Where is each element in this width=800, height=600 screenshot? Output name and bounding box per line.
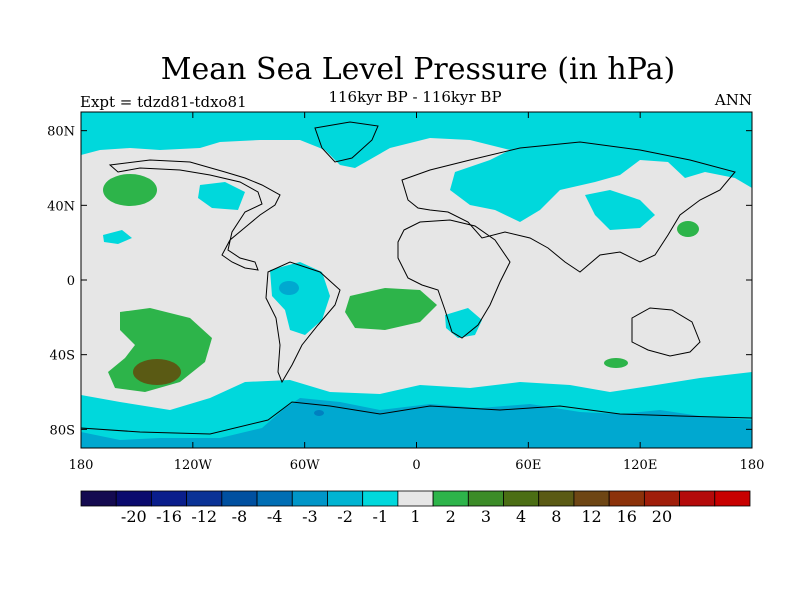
colorbar-label: 16 [617,507,637,526]
coastlines [81,121,752,435]
north-pacific-high-region [103,174,157,206]
season-label: ANN [714,91,752,109]
colorbar-label: -16 [156,507,182,526]
colorbar-swatch [503,490,540,507]
antarctic-low-region [81,398,752,448]
colorbar-label: -2 [337,507,353,526]
colorbar-swatch [573,490,610,507]
lon-tick-label: 0 [412,458,420,473]
colorbar-swatch [714,490,751,507]
lon-tick-label: 60W [290,458,321,473]
south-america-coast [265,261,341,384]
colorbar-label: 12 [581,507,601,526]
lon-tick-label: 120E [623,458,657,473]
lat-tick-label: 40S [50,349,75,364]
pacific-low-patch [103,230,132,244]
experiment-label: Expt = tdzd81-tdxo81 [80,93,247,111]
colorbar-label: -1 [372,507,388,526]
colorbar: -20 -16 -12 -8 -4 -3 -2 -1 1 2 3 4 8 12 16 20 [80,490,751,526]
lon-tick-label: 180 [69,458,94,473]
map-subtitle: 116kyr BP - 116kyr BP [328,88,502,106]
atlantic-low-patch [198,182,245,210]
colorbar-label: 1 [410,507,420,526]
colorbar-label: -12 [191,507,217,526]
colorbar-swatch [397,490,434,507]
colorbar-swatch [679,490,716,507]
lat-tick-label: 40N [47,199,75,214]
colorbar-swatch [608,490,645,507]
indian-ocean-high-region [604,358,628,368]
south-pacific-max-region [133,359,181,385]
west-pacific-high-region [677,221,699,237]
colorbar-label: 8 [551,507,561,526]
colorbar-swatch [467,490,504,507]
lon-tick-label: 180 [740,458,765,473]
arctic-low-region [81,112,752,222]
colorbar-label: -4 [267,507,283,526]
lon-tick-label: 60E [515,458,541,473]
colorbar-swatch [643,490,680,507]
north-america-coast [108,159,281,271]
south-africa-low-region [445,308,482,338]
colorbar-label: 2 [446,507,456,526]
eurasia-low-region [585,190,655,230]
colorbar-label: 3 [481,507,491,526]
colorbar-swatch [151,490,188,507]
colorbar-swatch [291,490,328,507]
colorbar-label: -20 [121,507,147,526]
greenland-coast [314,121,379,163]
colorbar-swatch [256,490,293,507]
axis-ticks: 80N 40N 0 40S 80S 180 120W 60W 0 60E 120E 180 [47,112,764,473]
lat-tick-label: 80N [47,125,75,140]
lat-tick-label: 0 [67,274,75,289]
australia-coast [631,307,701,357]
colorbar-swatch [115,490,152,507]
colorbar-label: 20 [652,507,672,526]
eurasia-coast [401,141,736,273]
south-america-low-region [270,262,330,335]
colorbar-swatch [432,490,469,507]
lon-tick-label: 120W [174,458,213,473]
south-atlantic-high-region [345,288,437,330]
colorbar-swatch [186,490,223,507]
colorbar-swatch [80,490,117,507]
colorbar-swatch [221,490,258,507]
colorbar-swatch [327,490,364,507]
colorbar-swatch [362,490,399,507]
south-america-min-region [279,281,299,295]
colorbar-label: 4 [516,507,526,526]
map-title: Mean Sea Level Pressure (in hPa) [160,52,676,87]
lat-tick-label: 80S [50,423,75,438]
antarctic-min-region [314,410,324,416]
colorbar-label: -8 [232,507,248,526]
antarctica-coast [81,401,752,435]
colorbar-label: -3 [302,507,318,526]
africa-coast [397,219,511,339]
colorbar-swatch [538,490,575,507]
map-field [81,112,752,448]
